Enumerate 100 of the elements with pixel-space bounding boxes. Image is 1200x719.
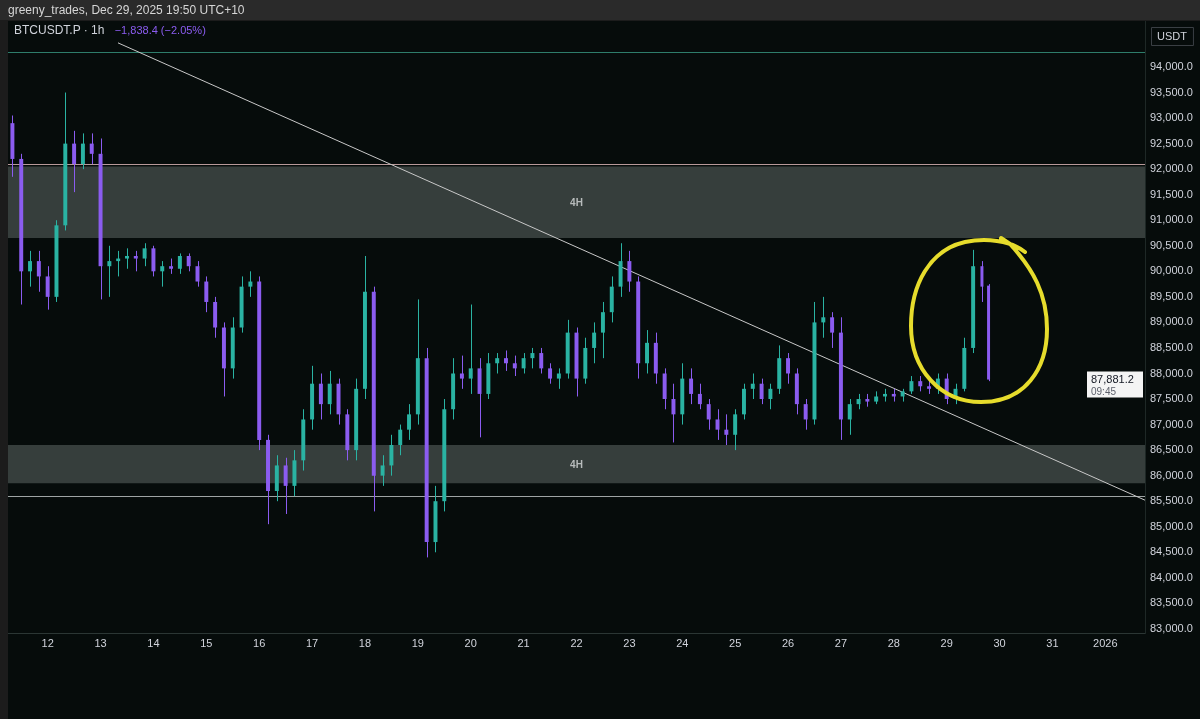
- chart-title: BTCUSDT.P · 1h: [14, 23, 105, 37]
- y-tick-label: 86,500.0: [1150, 443, 1193, 456]
- y-tick-label: 90,500.0: [1150, 238, 1193, 251]
- candlestick: [706, 398, 711, 431]
- x-tick-label: 2026: [1093, 636, 1118, 649]
- candlestick: [80, 132, 85, 170]
- candlestick: [28, 250, 33, 288]
- candlestick: [556, 367, 561, 390]
- x-tick-label: 26: [781, 636, 795, 649]
- candlestick: [627, 250, 632, 293]
- x-tick-label: 15: [200, 636, 213, 649]
- y-tick-label: 93,000.0: [1150, 111, 1193, 124]
- y-tick-label: 89,000.0: [1150, 315, 1193, 328]
- x-tick-label: 19: [411, 636, 424, 649]
- y-tick-label: 92,000.0: [1150, 162, 1193, 175]
- candlestick: [107, 245, 112, 298]
- band-label: 4H: [570, 459, 583, 471]
- y-tick-label: 88,000.0: [1150, 366, 1193, 379]
- x-tick-label: 29: [940, 636, 953, 649]
- x-tick-label: 22: [570, 636, 583, 649]
- candlestick: [759, 378, 764, 405]
- candlestick: [72, 130, 77, 193]
- candlestick: [327, 370, 332, 415]
- candlestick: [715, 408, 720, 441]
- x-tick-label: 21: [517, 636, 530, 649]
- y-tick-label: 85,500.0: [1150, 494, 1193, 507]
- candlestick: [671, 383, 676, 443]
- candlestick: [389, 434, 394, 477]
- annotation: 09:45: [1091, 385, 1117, 397]
- candlestick: [980, 260, 984, 303]
- candlestick: [830, 311, 835, 349]
- candlestick: [204, 275, 209, 313]
- y-tick-label: 86,000.0: [1150, 468, 1193, 481]
- text: greeny_trades, Dec 29, 2025 19:50 UTC+10: [0, 0, 1200, 20]
- x-tick-label: 30: [993, 636, 1006, 649]
- y-tick-label: 84,000.0: [1150, 570, 1193, 583]
- x-tick-label: 12: [41, 636, 54, 649]
- y-tick-label: 89,500.0: [1150, 289, 1193, 302]
- x-tick-label: 23: [623, 636, 636, 649]
- candlestick: [283, 457, 288, 515]
- y-tick-label: 83,000.0: [1150, 621, 1193, 634]
- band-label: 4H: [570, 197, 583, 209]
- candlestick: [768, 383, 773, 410]
- candlestick: [459, 355, 464, 390]
- y-tick-label: 90,000.0: [1150, 264, 1193, 277]
- candlestick: [380, 454, 385, 487]
- candlestick: [521, 352, 526, 374]
- candlestick: [530, 347, 535, 369]
- candlestick: [847, 398, 852, 436]
- candlestick: [786, 352, 791, 385]
- candlestick: [177, 252, 182, 275]
- candlestick: [248, 270, 253, 298]
- x-tick-label: 25: [729, 636, 742, 649]
- candlestick: [407, 403, 412, 441]
- candlestick: [36, 250, 41, 293]
- candlestick: [318, 372, 323, 420]
- y-axis-title: USDT: [1157, 30, 1188, 42]
- candlestick: [142, 242, 147, 267]
- candlestick: [600, 301, 605, 359]
- candlestick: [398, 424, 403, 456]
- x-tick-label: 13: [94, 636, 107, 649]
- candlestick: [821, 296, 826, 339]
- candlestick: [495, 352, 500, 374]
- candlestick: [803, 398, 808, 431]
- candlestick: [689, 367, 694, 405]
- chart-subtitle: −1,838.4 (−2.05%): [114, 24, 206, 36]
- y-tick-label: 91,000.0: [1150, 213, 1193, 226]
- annotation: 87,881.2: [1091, 372, 1134, 385]
- candlestick: [592, 321, 597, 364]
- x-tick-label: 18: [358, 636, 372, 649]
- x-tick-label: 27: [834, 636, 848, 649]
- y-tick-label: 84,500.0: [1150, 545, 1193, 558]
- y-tick-label: 92,500.0: [1150, 136, 1193, 149]
- candlestick: [151, 245, 156, 277]
- candlestick: [160, 260, 165, 288]
- x-tick-label: 16: [253, 636, 266, 649]
- candlestick: [548, 362, 553, 385]
- y-tick-label: 87,000.0: [1150, 417, 1193, 430]
- candlestick: [125, 247, 129, 270]
- candlestick: [89, 132, 94, 165]
- x-tick-label: 28: [887, 636, 900, 649]
- y-tick-label: 87,500.0: [1150, 392, 1193, 405]
- candlestick: [45, 265, 50, 311]
- candlestick: [539, 347, 544, 374]
- candlestick: [733, 408, 738, 451]
- y-tick-label: 85,000.0: [1150, 519, 1193, 532]
- candlestick: [133, 250, 138, 272]
- x-tick-label: 14: [147, 636, 160, 649]
- x-tick-label: 24: [676, 636, 689, 649]
- y-tick-label: 83,500.0: [1150, 596, 1193, 609]
- y-tick-label: 88,500.0: [1150, 340, 1193, 353]
- y-tick-label: 93,500.0: [1150, 85, 1193, 98]
- y-tick-label: 91,500.0: [1150, 187, 1193, 200]
- candlestick: [750, 372, 755, 400]
- x-tick-label: 20: [464, 636, 477, 649]
- candlestick: [512, 355, 517, 377]
- x-tick-label: 31: [1046, 636, 1059, 649]
- candlestick: [468, 304, 473, 395]
- candlestick: [697, 383, 702, 410]
- candlestick: [645, 329, 649, 374]
